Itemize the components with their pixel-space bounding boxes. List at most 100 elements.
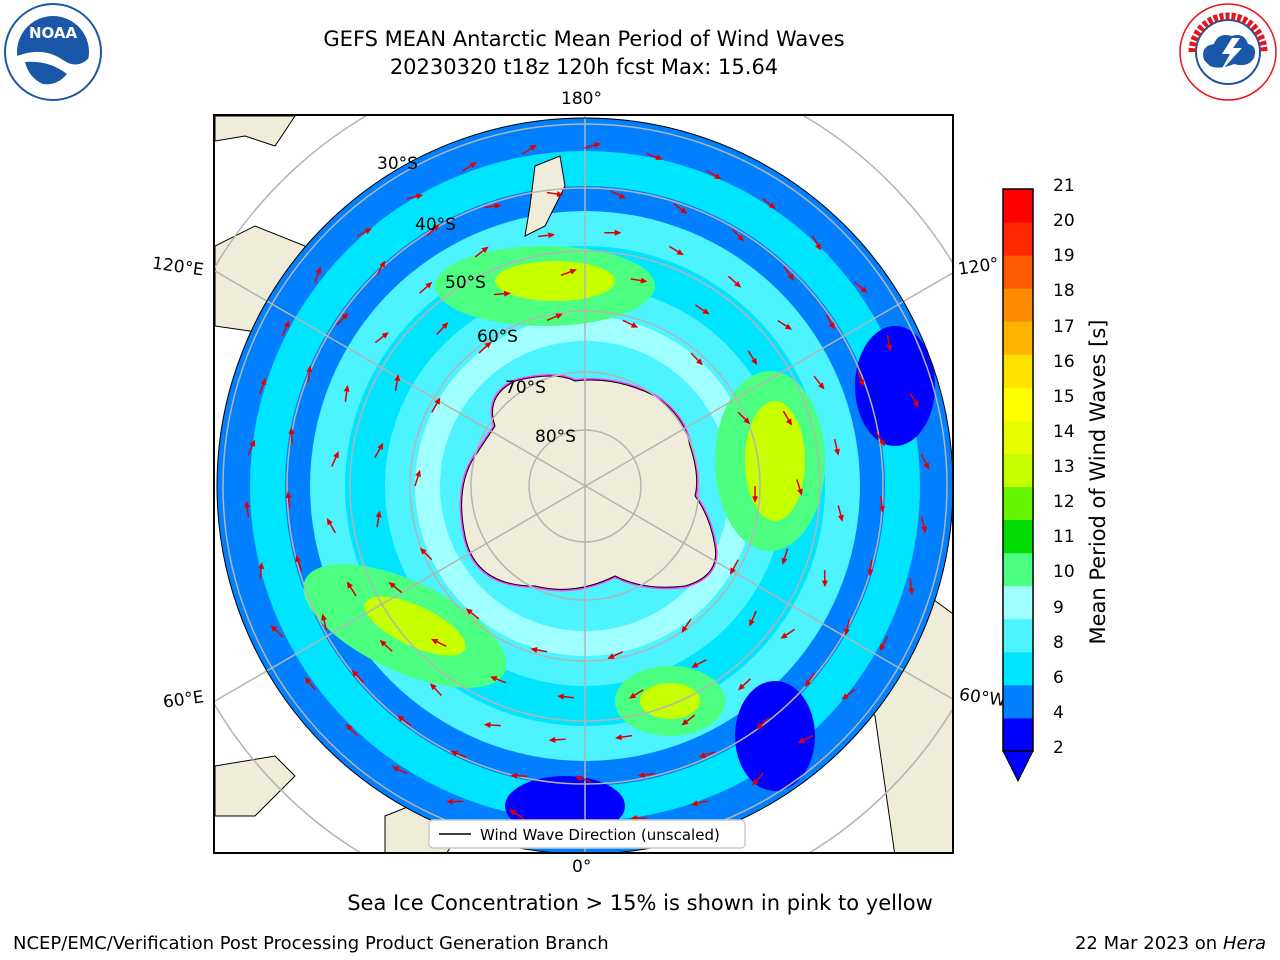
wave-arrow-head [815,243,822,251]
map-panel: 30°S 40°S 50°S 60°S 70°S 80°S Wind Wave … [213,114,954,854]
wave-arrow-head [270,625,278,632]
nws-logo [1179,3,1277,101]
wave-arrow-head [315,266,322,274]
wave-arrow-head [844,628,850,636]
wave-arrow-head [351,670,359,677]
wave-arrow-head [333,451,339,459]
wave-arrow-head [346,581,353,589]
wave-arrow-head [425,281,433,289]
wave-arrow-head [714,173,722,180]
polar-map: 30°S 40°S 50°S 60°S 70°S 80°S Wind Wave … [215,116,952,852]
wave-arrow-head [244,500,251,508]
wave-arrow-head [804,679,812,687]
colorbar-tick-label: 12 [1053,492,1075,513]
wave-arrow-head [681,719,689,726]
wave-arrow-head [375,510,382,518]
legend-box [428,819,746,849]
wave-arrow-head [730,567,736,575]
wave-arrow-head [637,771,645,778]
wave-arrow-head [743,417,751,425]
wave-arrow-head [285,491,292,499]
wave-arrow-head [434,397,441,405]
wave-arrow-head [494,203,502,210]
wave-arrow-head [379,639,387,647]
wave-arrow-head [483,722,491,728]
noaa-logo: NOAA [4,3,102,101]
wave-arrow-head [306,365,313,373]
wave-arrow-head [556,191,564,198]
wave-arrow-head [618,193,627,199]
wave-arrow-head [343,384,350,392]
wave-arrow-head [614,229,622,236]
wave-arrow-head [364,228,372,235]
lat-label-50s: 50°S [445,273,486,293]
wave-arrow-head [569,268,577,275]
colorbar-cell [1003,222,1033,256]
colorbar-tick-label: 6 [1053,667,1064,688]
footer-date: 22 Mar 2023 on Hera [1075,933,1266,954]
colorbar-extend-arrow [1002,750,1034,783]
chart-subtitle: 20230320 t18z 120h fcst Max: 15.64 [389,55,779,79]
wave-arrow-head [821,580,828,588]
wave-arrow-head [908,588,915,596]
wave-arrow-head [797,737,806,744]
lon-label-60e: 60°E [161,687,206,713]
wave-arrow-head [529,144,537,151]
colorbar-tick-label: 10 [1053,562,1075,583]
footer-credit: NCEP/EMC/Verification Post Processing Pr… [13,933,609,954]
wave-arrow-head [834,448,840,456]
legend-label: Wind Wave Direction (unscaled) [480,826,720,844]
colorbar-cell [1003,255,1033,289]
wave-arrow-head [867,569,874,577]
wave-arrow-head [751,778,759,786]
wave-arrow-head [691,661,699,668]
colorbar-cell [1003,585,1033,620]
wave-arrow-head [921,526,927,534]
wave-arrow-head [690,800,699,807]
wave-arrow-head [797,488,803,496]
wave-arrow-head [756,722,764,730]
lon-label-120e: 120°E [150,253,205,281]
lat-label-80s: 80°S [535,427,576,447]
wave-arrow-head [841,693,849,700]
colorbar-cell [1003,486,1033,521]
wind-wave-arrows [244,142,930,829]
wave-arrow-head [419,547,427,555]
colorbar-cell [1003,684,1033,719]
wave-arrow-head [749,619,755,627]
wave-arrow-head [345,723,353,731]
wave-arrow-head [786,418,792,426]
colorbar-cell [1003,387,1033,421]
lon-label-top: 180° [561,89,602,109]
wave-arrow-head [784,323,793,330]
lon-label-bottom: 0° [572,857,592,877]
land-patch [215,116,296,147]
colorbar-tick-label: 15 [1053,386,1075,407]
wave-arrow-head [860,286,868,294]
wave-arrow-head [781,557,788,565]
wave-arrow-head [575,775,583,782]
wave-arrow-head [607,653,615,659]
longitude-grid [215,116,952,852]
wave-arrow-head [886,344,893,352]
wave-arrow-head [698,752,706,758]
wave-arrow-head [640,277,648,284]
wave-arrow-head [912,400,919,408]
land-africa [215,755,296,817]
wave-arrow-head [680,207,688,214]
wave-arrow-head [737,234,745,242]
colorbar-cell [1003,321,1033,355]
wave-arrow-head [593,142,601,149]
footer-system: Hera [1222,933,1266,954]
colorbar-cell [1003,288,1033,322]
wave-arrow-head [288,427,295,435]
wave-arrow-head [321,613,327,621]
wave-arrow-head [751,357,758,366]
colorbar-tick-label: 16 [1053,351,1075,372]
colorbar-cell [1003,519,1033,554]
colorbar-tick-label: 2 [1053,738,1064,758]
wave-arrow-head [377,442,384,450]
wave-arrow-head [481,246,489,254]
wave-arrow-head [696,358,703,366]
wave-arrow-head [469,161,477,169]
